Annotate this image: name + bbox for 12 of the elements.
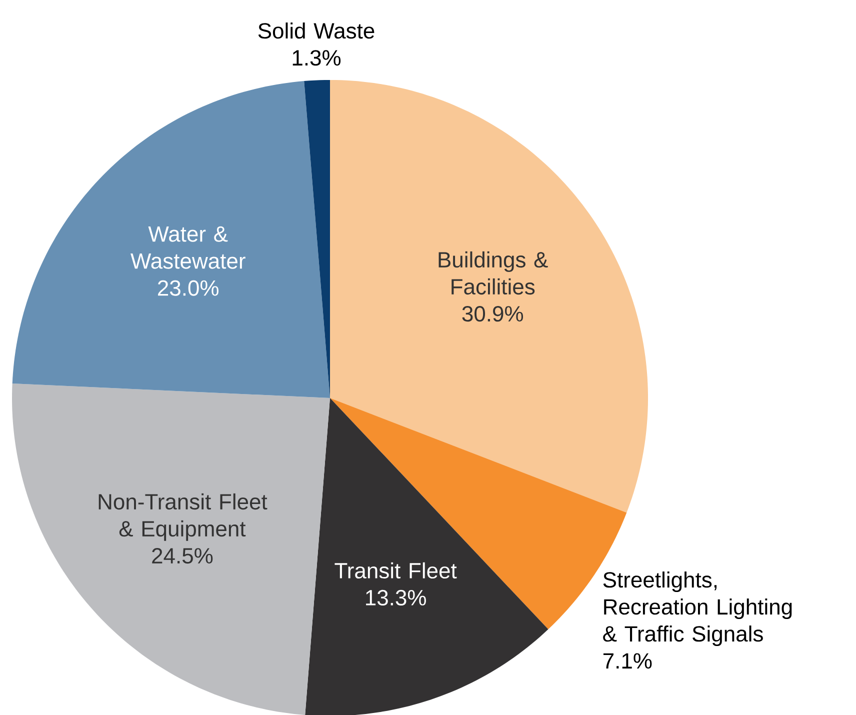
slice-label: Non-Transit Fleet & Equipment bbox=[98, 493, 268, 541]
data-label: 24.5% bbox=[152, 548, 213, 564]
data-label: 30.9% bbox=[462, 306, 524, 322]
slice-label: Streetlights, Recreation Lighting & Traffic Signals bbox=[603, 572, 792, 646]
slice-label: Transit Fleet bbox=[334, 562, 457, 579]
data-label: 7.1% bbox=[603, 653, 652, 669]
data-label: 13.3% bbox=[366, 590, 426, 606]
data-label: 1.3% bbox=[292, 50, 341, 66]
data-label: 23.0% bbox=[158, 280, 218, 296]
slice-label: Solid Waste bbox=[258, 22, 374, 39]
slice-label: Buildings & Facilities bbox=[438, 251, 548, 295]
slice-label: Water & Wastewater bbox=[130, 226, 246, 269]
